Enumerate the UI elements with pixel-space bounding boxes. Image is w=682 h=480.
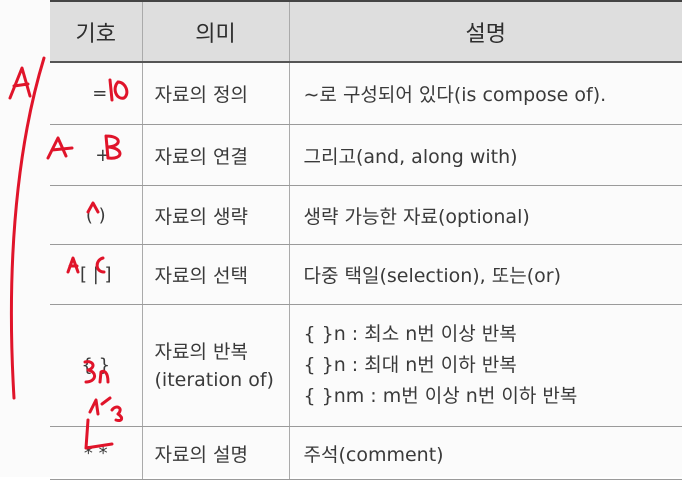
symbol-cell: + <box>50 125 142 186</box>
header-row: 기호 의미 설명 <box>50 1 682 62</box>
table-row: = 자료의 정의 ∼로 구성되어 있다(is compose of). <box>50 62 682 125</box>
meaning-cell: 자료의 반복 (iteration of) <box>142 305 289 427</box>
header-meaning: 의미 <box>142 1 289 62</box>
meaning-cell: 자료의 생략 <box>142 186 289 245</box>
meaning-main: 자료의 반복 <box>155 338 289 366</box>
meaning-cell: 자료의 선택 <box>142 245 289 305</box>
description-line: { }n : 최대 n번 이하 반복 <box>304 350 682 381</box>
table-row: ( ) 자료의 생략 생략 가능한 자료(optional) <box>50 186 682 245</box>
symbol-cell: = <box>50 62 142 125</box>
header-symbol: 기호 <box>50 1 142 62</box>
description-cell: { }n : 최소 n번 이상 반복 { }n : 최대 n번 이하 반복 { … <box>289 305 682 427</box>
description-cell: 생략 가능한 자료(optional) <box>289 186 682 245</box>
description-cell: 그리고(and, along with) <box>289 125 682 186</box>
description-line: { }n : 최소 n번 이상 반복 <box>304 319 682 350</box>
symbol-cell: [ | ] <box>50 245 142 305</box>
table-row: [ | ] 자료의 선택 다중 택일(selection), 또는(or) <box>50 245 682 305</box>
table-row: * * 자료의 설명 주석(comment) <box>50 427 682 480</box>
meaning-cell: 자료의 정의 <box>142 62 289 125</box>
symbol-cell: { } <box>50 305 142 427</box>
meaning-sub: (iteration of) <box>155 366 289 394</box>
description-cell: 다중 택일(selection), 또는(or) <box>289 245 682 305</box>
bracket-stroke <box>11 58 44 398</box>
handwritten-a <box>10 68 30 98</box>
meaning-cell: 자료의 연결 <box>142 125 289 186</box>
description-cell: ∼로 구성되어 있다(is compose of). <box>289 62 682 125</box>
symbol-text: + <box>95 145 110 166</box>
symbol-text: = <box>92 83 107 104</box>
description-cell: 주석(comment) <box>289 427 682 480</box>
symbol-cell: * * <box>50 427 142 480</box>
table-row: { } 자료의 반복 (iteration of) { }n : 최소 n번 이… <box>50 305 682 427</box>
description-line: { }nm : m번 이상 n번 이하 반복 <box>304 381 682 412</box>
data-dictionary-symbol-table: 기호 의미 설명 = 자료의 정의 ∼로 구성되어 있다(is compose … <box>50 0 682 480</box>
header-description: 설명 <box>289 1 682 62</box>
symbol-cell: ( ) <box>50 186 142 245</box>
table-row: + 자료의 연결 그리고(and, along with) <box>50 125 682 186</box>
meaning-cell: 자료의 설명 <box>142 427 289 480</box>
